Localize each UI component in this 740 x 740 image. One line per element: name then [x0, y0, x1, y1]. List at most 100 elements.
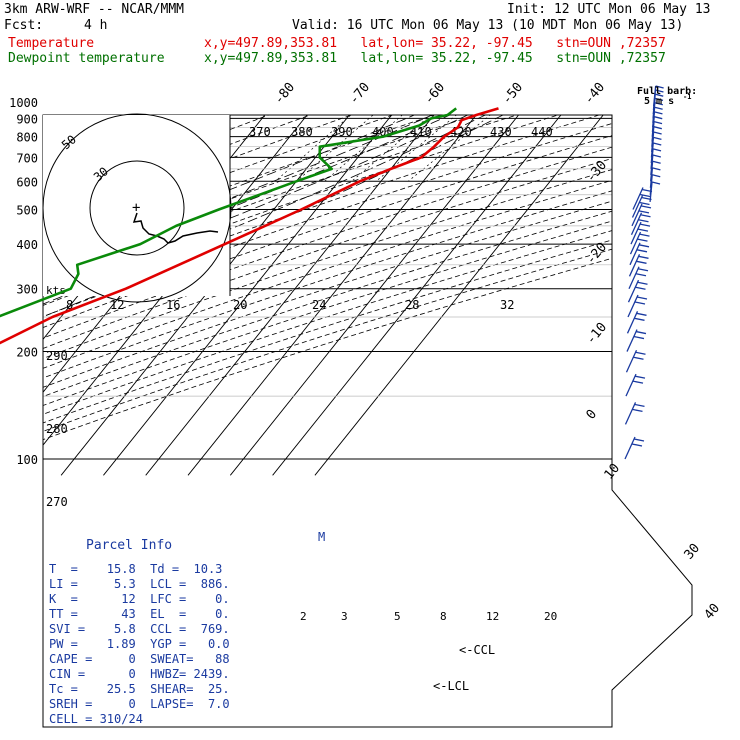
parcel-row: SREH = 0 LAPSE= 7.0	[49, 697, 230, 711]
wind-barb-shaft	[626, 329, 638, 352]
pressure-label: 300	[16, 283, 38, 297]
wind-barb	[624, 436, 645, 460]
wind-barb-flag	[633, 438, 645, 442]
wind-barb-shaft	[627, 294, 639, 318]
wind-barb	[631, 203, 652, 227]
profile-traces	[0, 107, 499, 345]
valid-time: Valid: 16 UTC Mon 06 May 13 (10 MDT Mon …	[292, 18, 684, 33]
barb-legend-title: Full barb:	[637, 86, 697, 97]
hodograph-speed-label: 32	[500, 298, 514, 312]
wind-barb-shaft	[629, 242, 641, 266]
wind-barb-flag	[633, 356, 644, 360]
parcel-row: K = 12 LFC = 0.	[49, 592, 230, 606]
pressure-label: 100	[16, 453, 38, 467]
wind-barb-flag	[635, 273, 647, 277]
dry-adiabat	[43, 115, 583, 476]
wind-barb-flag	[652, 167, 661, 171]
wind-barb-flag	[653, 142, 662, 146]
dewpoint-trace	[0, 107, 457, 318]
wind-barb-flag	[652, 148, 662, 152]
wind-barb-flag	[637, 281, 648, 285]
wind-barb-shaft	[630, 221, 642, 245]
wind-barb-flag	[640, 214, 651, 218]
wind-barb-flag	[635, 286, 646, 290]
wind-barb	[627, 279, 648, 303]
temperature-trace	[0, 107, 499, 345]
wind-barb-shaft	[624, 402, 637, 425]
pressure-label: 500	[16, 204, 38, 218]
parcel-info-title: Parcel Info	[86, 538, 173, 553]
hodograph-speed-label: 16	[166, 298, 180, 312]
wind-barb-flag	[638, 244, 650, 248]
pressure-label: 800	[16, 131, 38, 145]
wind-barb-shaft	[628, 254, 641, 277]
dry-adiabat	[43, 115, 669, 476]
theta-label: 380	[291, 125, 313, 139]
wind-barb	[628, 266, 649, 289]
isotherm	[272, 115, 578, 476]
theta-label: 410	[410, 125, 432, 139]
isotherm-label: -60	[422, 80, 449, 108]
wind-barb-shaft	[627, 279, 640, 303]
wind-barbs	[624, 85, 664, 460]
wind-barb-shaft	[625, 373, 637, 397]
parcel-row: LI = 5.3 LCL = 886.	[49, 577, 230, 591]
wind-barb-flag	[635, 330, 647, 335]
isotherm	[229, 115, 536, 476]
wind-barb	[630, 212, 651, 235]
model-title: 3km ARW-WRF -- NCAR/MMM	[4, 2, 185, 17]
mixing-ratio-label: 12	[486, 610, 499, 623]
wind-barb-shaft	[629, 231, 642, 255]
pressure-label: 700	[16, 151, 38, 165]
wind-barb-shaft	[630, 212, 643, 235]
wind-barb	[626, 329, 647, 352]
theta-label: 370	[249, 125, 271, 139]
wind-barb	[629, 231, 650, 255]
isotherm-label: -10	[584, 320, 611, 348]
wind-barb	[652, 85, 664, 107]
mixing-ratio-label: 20	[544, 610, 557, 623]
pressure-label: 900	[16, 112, 38, 126]
wind-barb-flag	[654, 111, 663, 115]
wind-barb-flag	[636, 249, 648, 253]
theta-label: 270	[46, 495, 68, 509]
wind-barb-flag	[637, 268, 649, 272]
forecast-label: Fcst:	[4, 18, 44, 33]
isotherm	[145, 115, 451, 476]
isotherm-label: 10	[602, 461, 624, 483]
wind-barb-flag	[639, 233, 650, 237]
mixing-ratio-label: 2	[300, 610, 307, 623]
wind-barb-flag	[636, 260, 647, 264]
wind-barb-flag	[632, 408, 643, 413]
wind-barb-flag	[653, 136, 662, 141]
pressure-label: 600	[16, 175, 38, 189]
wind-barb-flag	[654, 106, 663, 110]
wind-barb-shaft	[631, 195, 644, 218]
theta-label: 430	[490, 125, 512, 139]
wind-barb	[625, 349, 646, 373]
hodograph-trace	[132, 212, 219, 244]
wind-barb-flag	[634, 375, 646, 379]
wind-barb	[627, 294, 648, 318]
parcel-info-panel: Parcel Info T = 15.8 Td = 10.3 LI = 5.3 …	[43, 536, 230, 726]
pressure-label: 200	[16, 346, 38, 360]
plot-frame	[42, 114, 693, 728]
wind-barb-flag	[639, 223, 651, 227]
wind-barb	[624, 402, 645, 425]
hodograph-speed-label: 28	[405, 298, 419, 312]
isotherm-label: -40	[582, 80, 609, 108]
wind-barb-flag	[654, 97, 664, 102]
wind-barb-flag	[654, 102, 663, 106]
wind-barb-flag	[636, 312, 647, 316]
wind-barb-flag	[652, 174, 661, 178]
wind-barb-flag	[637, 238, 648, 242]
hodograph-speed-label: 8	[66, 298, 73, 312]
wind-barb-flag	[655, 89, 664, 93]
wind-barb-flag	[632, 380, 644, 384]
wind-barb-flag	[633, 335, 645, 340]
dry-adiabat	[43, 115, 369, 476]
moist-adiabat	[43, 115, 445, 352]
wind-barb-flag	[634, 403, 645, 408]
wind-barb-flag	[652, 160, 661, 164]
dry-adiabat	[43, 115, 692, 476]
